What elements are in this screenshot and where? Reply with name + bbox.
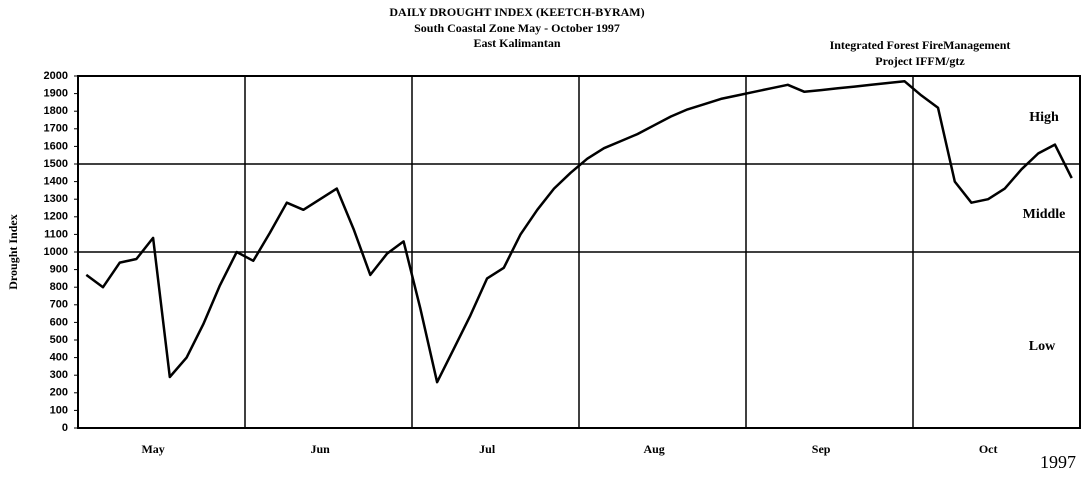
y-tick-label: 500 [50,334,68,346]
x-tick-label: Jun [310,442,330,456]
x-tick-label: Sep [812,442,831,456]
y-tick-label: 900 [50,264,68,276]
chart-subtitle: South Coastal Zone May - October 1997 [414,21,620,35]
y-tick-label: 200 [50,387,68,399]
x-tick-label: Aug [643,442,664,456]
y-tick-label: 1200 [44,211,68,223]
y-tick-label: 700 [50,299,68,311]
y-tick-label: 1900 [44,88,68,100]
y-tick-label: 1800 [44,105,68,117]
credit: Integrated Forest FireManagement [830,38,1011,52]
y-tick-label: 0 [62,422,68,434]
year-label: 1997 [1040,452,1076,472]
zone-label: Middle [1023,207,1066,222]
y-tick-label: 1700 [44,123,68,135]
chart-title: DAILY DROUGHT INDEX (KEETCH-BYRAM) [389,5,644,19]
y-tick-label: 600 [50,316,68,328]
x-tick-label: Jul [479,442,496,456]
chart-subtitle: East Kalimantan [473,36,560,50]
y-tick-label: 100 [50,404,68,416]
zone-label: Low [1029,339,1056,354]
data-line [85,80,1073,384]
y-axis-label: Drought Index [6,214,20,289]
y-tick-label: 1600 [44,140,68,152]
credit: Project IFFM/gtz [875,54,965,68]
y-tick-label: 1500 [44,158,68,170]
y-tick-label: 300 [50,369,68,381]
x-tick-label: Oct [979,442,998,456]
y-tick-label: 1000 [44,246,68,258]
y-tick-label: 800 [50,281,68,293]
y-tick-label: 1400 [44,176,68,188]
y-tick-label: 1100 [44,228,68,240]
x-tick-label: May [141,442,164,456]
y-tick-label: 400 [50,352,68,364]
y-tick-label: 2000 [44,70,68,82]
zone-label: High [1029,110,1059,125]
y-tick-label: 1300 [44,193,68,205]
